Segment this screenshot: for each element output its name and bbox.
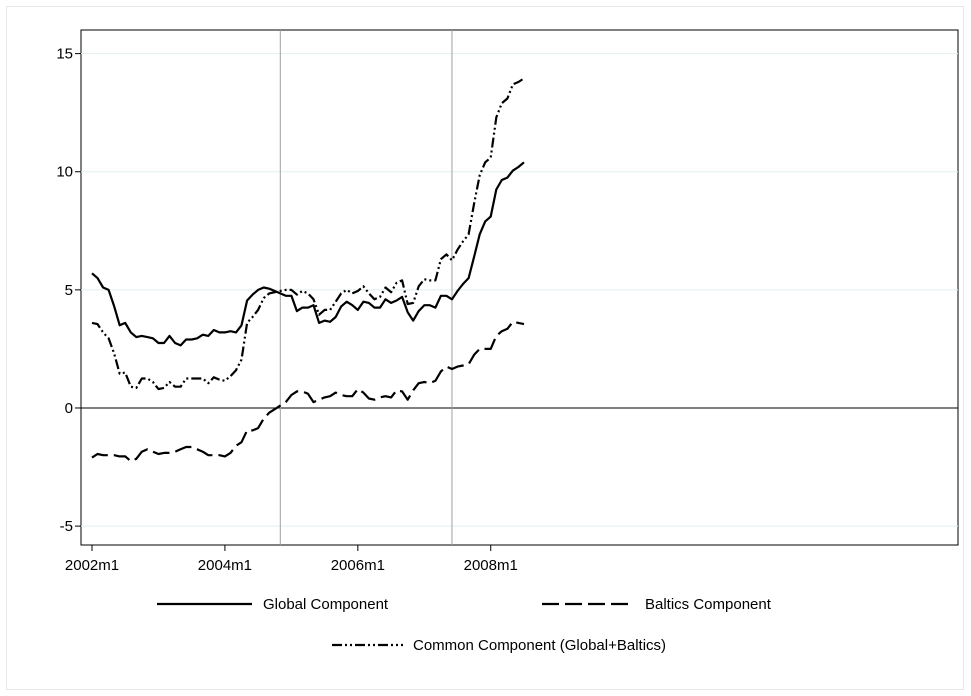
series-line	[91, 161, 525, 347]
legend: Global Component Baltics Component Common …	[157, 596, 772, 654]
legend-label: Baltics Component	[645, 596, 772, 613]
vertical-reference-lines	[279, 30, 453, 545]
grid-layer	[81, 53, 958, 527]
y-tick-label: 15	[56, 46, 73, 63]
plot-area	[80, 29, 959, 546]
x-tick-label: 2006m1	[331, 557, 385, 574]
y-tick-label: -5	[60, 518, 73, 535]
x-tick-label: 2004m1	[198, 557, 252, 574]
y-tick-label: 5	[65, 282, 73, 299]
series-layer	[91, 77, 525, 463]
y-tick-label: 0	[65, 400, 73, 417]
legend-label: Global Component	[263, 596, 389, 613]
x-tick-label: 2002m1	[65, 557, 119, 574]
y-tick-label: 10	[56, 164, 73, 181]
series-line	[91, 320, 525, 463]
legend-label: Common Component (Global+Baltics)	[413, 637, 666, 654]
x-tick-label: 2008m1	[464, 557, 518, 574]
axis-layer: -5 0 5 10 15 2002m1 2004m1 2006m1 2008m1	[56, 46, 518, 574]
